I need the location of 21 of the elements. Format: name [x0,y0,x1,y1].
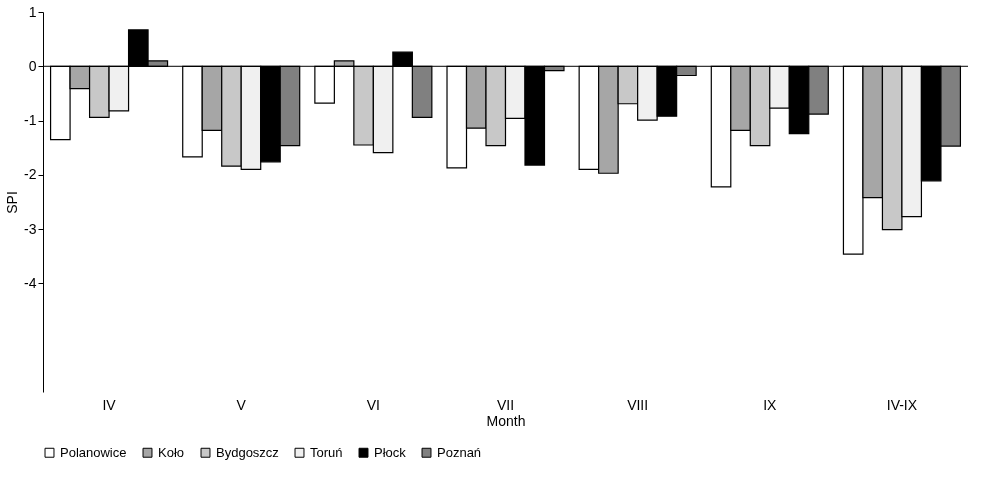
legend-label: Poznań [437,444,482,460]
x-tick-label: VIII [627,396,649,413]
legend-label: Toruń [310,444,343,460]
legend-label: Bydgoszcz [216,444,279,460]
x-tick-label: IX [763,396,778,413]
x-tick-label: IV [102,396,117,413]
legend-label: Koło [158,444,185,460]
x-tick-label: VII [496,396,515,413]
y-tick-label: 1 [28,3,37,20]
y-tick-label: -1 [24,112,37,129]
legend-label: Polanowice [60,444,127,460]
y-tick-label: -4 [24,274,37,291]
x-tick-label: VI [366,396,380,413]
y-tick-label: -3 [24,220,37,237]
legend-label: Płock [374,444,407,460]
x-tick-label: IV-IX [886,396,918,413]
x-axis-title: Month [486,412,526,429]
x-tick-label: V [236,396,247,413]
y-tick-label: -2 [24,166,37,183]
y-axis-title: SPI [4,191,21,214]
y-tick-label: 0 [28,57,37,74]
